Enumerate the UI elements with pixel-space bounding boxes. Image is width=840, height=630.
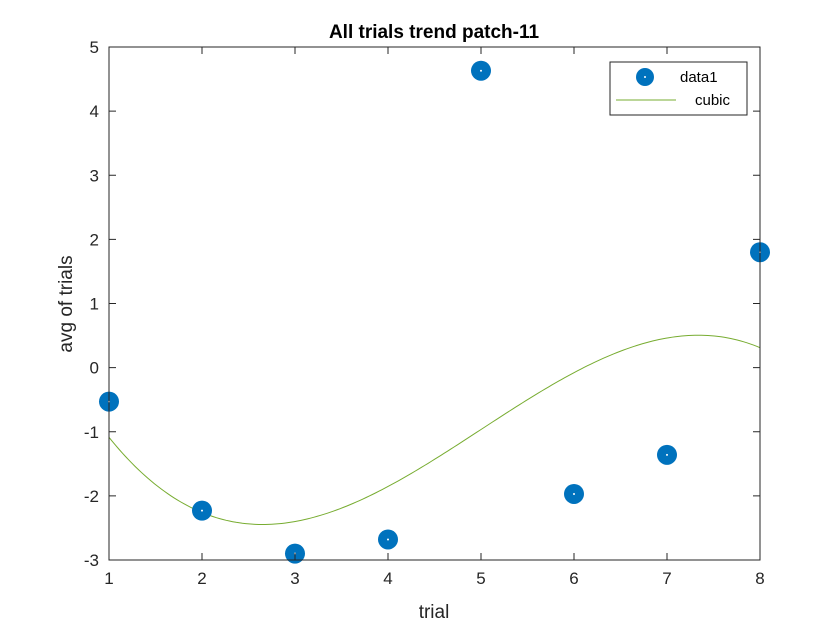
y-tick-label: -2 [84,487,99,506]
data-points-layer [99,60,770,564]
legend-box [609,61,748,116]
x-tick-label: 5 [476,569,485,588]
plot-area [109,47,760,560]
data-point-center [387,538,389,541]
x-axis-ticks: 1 2 3 4 5 6 7 8 [104,47,765,588]
fit-curve-layer [108,334,761,526]
y-tick-label: 0 [90,359,99,378]
data-point-center [666,453,668,456]
x-tick-label: 8 [755,569,764,588]
y-tick-label: 3 [90,166,99,185]
legend: data1 cubic [609,61,748,116]
data-point-center [480,69,482,72]
x-axis-label: trial [419,602,450,623]
x-tick-label: 1 [104,569,113,588]
y-axis-label: avg of trials [56,255,77,352]
legend-label-data1: data1 [680,69,718,86]
y-tick-label: 2 [90,230,99,249]
y-tick-label: -1 [84,423,99,442]
y-tick-label: -3 [84,551,99,570]
x-tick-label: 3 [290,569,299,588]
x-tick-label: 2 [197,569,206,588]
chart-title: All trials trend patch-11 [329,22,540,43]
y-tick-label: 1 [90,295,99,314]
cubic-fit-line [108,334,761,526]
x-tick-label: 4 [383,569,392,588]
x-tick-label: 6 [569,569,578,588]
data-point-center [573,492,575,495]
legend-label-cubic: cubic [695,92,731,109]
x-tick-label: 7 [662,569,671,588]
legend-marker-center [644,76,646,78]
y-tick-label: 4 [90,102,99,121]
y-tick-label: 5 [90,38,99,57]
data-point-center [201,509,203,512]
y-axis-ticks: -3 -2 -1 0 1 2 3 4 5 [84,38,760,570]
